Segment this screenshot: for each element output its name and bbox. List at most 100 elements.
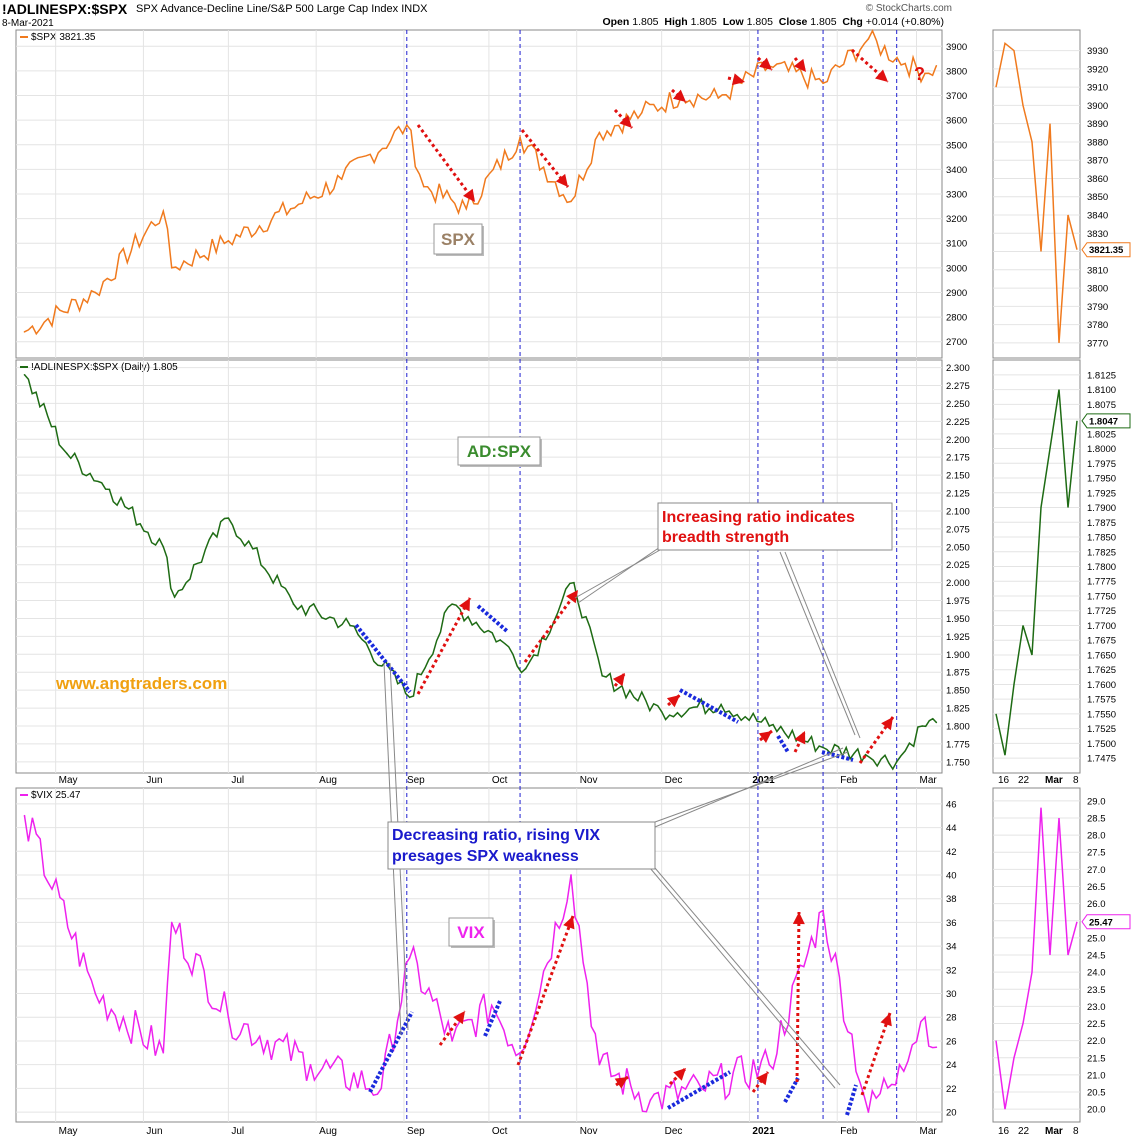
trend-arrow-head — [875, 69, 888, 82]
inset-y-tick-label: 23.0 — [1087, 1002, 1106, 1013]
inset-y-tick-label: 3850 — [1087, 192, 1108, 203]
data-point — [570, 200, 572, 203]
trend-arrow-head — [555, 173, 568, 187]
callout-leader — [574, 549, 661, 599]
x-tick-label: 2021 — [752, 775, 775, 786]
chart-header: !ADLINESPX:$SPX SPX Advance-Decline Line… — [0, 0, 1140, 30]
trend-arrow-head — [614, 1077, 628, 1089]
inset-y-tick-label: 1.7650 — [1087, 650, 1116, 661]
data-point — [519, 1052, 521, 1054]
inset-y-tick-label: 26.0 — [1087, 899, 1106, 910]
inset-y-tick-label: 1.8025 — [1087, 429, 1116, 440]
data-point — [895, 761, 898, 763]
trend-arrow-head — [566, 590, 578, 604]
inset-y-tick-label: 3880 — [1087, 137, 1108, 148]
x-tick-label: Dec — [665, 775, 683, 786]
y-tick-label: 2900 — [946, 288, 967, 299]
ad-label-box — [457, 436, 541, 466]
data-point — [380, 1087, 383, 1090]
y-tick-label: 30 — [946, 989, 957, 1000]
x-tick-label: Mar — [920, 775, 938, 786]
x-tick-label-bottom: Mar — [920, 1126, 938, 1137]
trend-arrow-head — [756, 1072, 768, 1086]
x-tick-label: Sep — [407, 775, 425, 786]
data-point — [573, 581, 575, 584]
data-point — [405, 124, 408, 126]
x-tick-label: Oct — [492, 775, 508, 786]
trend-arrow-head — [459, 598, 470, 612]
brand-watermark: © StockCharts.com — [865, 3, 952, 14]
inset-y-tick-label: 23.5 — [1087, 985, 1106, 996]
website-label: www.angtraders.com — [55, 674, 227, 693]
inset-y-tick-label: 3790 — [1087, 302, 1108, 313]
data-point — [490, 1004, 493, 1007]
data-point — [23, 814, 26, 817]
data-point — [499, 639, 502, 641]
inset-y-tick-label: 1.7525 — [1087, 724, 1116, 735]
vix-label-box-text: VIX — [457, 923, 485, 942]
inset-x-tick-label: 22 — [1018, 775, 1030, 786]
trend-arrow-shaft — [416, 124, 477, 203]
data-point — [408, 957, 411, 959]
inset-y-tick-label: 24.0 — [1087, 968, 1106, 979]
data-point — [768, 1063, 771, 1066]
y-tick-label: 1.900 — [946, 650, 970, 661]
blue-dotted-trend — [776, 734, 790, 754]
inset-y-tick-label: 28.5 — [1087, 813, 1106, 824]
y-tick-label: 2700 — [946, 337, 967, 348]
trend-arrow-head — [881, 717, 893, 731]
inset-y-tick-label: 1.7900 — [1087, 503, 1116, 514]
y-tick-label: 2.300 — [946, 363, 970, 374]
chart-date: 8-Mar-2021 — [2, 18, 54, 29]
y-tick-label: 3400 — [946, 165, 967, 176]
inset-y-tick-label: 1.8000 — [1087, 444, 1116, 455]
data-point — [162, 545, 165, 548]
inset-x-tick-label-bottom: 8 — [1073, 1126, 1079, 1137]
x-tick-label: Jul — [231, 775, 244, 786]
y-tick-label: 40 — [946, 870, 957, 881]
inset-x-tick-label-bottom: Mar — [1045, 1126, 1063, 1137]
y-tick-label: 42 — [946, 847, 957, 858]
trend-arrow-head — [793, 58, 806, 72]
inset-y-tick-label: 3890 — [1087, 119, 1108, 130]
y-tick-label: 3600 — [946, 116, 967, 127]
inset-y-tick-label: 3770 — [1087, 338, 1108, 349]
y-tick-label: 3100 — [946, 239, 967, 250]
x-tick-label-bottom: Jun — [146, 1126, 162, 1137]
y-tick-label: 2.250 — [946, 399, 970, 410]
inset-y-tick-label: 1.7500 — [1087, 739, 1116, 750]
legend-entry: !ADLINESPX:$SPX (Daily) 1.805 — [31, 362, 178, 373]
y-tick-label: 24 — [946, 1060, 957, 1071]
y-tick-label: 3700 — [946, 91, 967, 102]
x-tick-label-bottom: Feb — [840, 1126, 858, 1137]
callout-leader — [784, 551, 861, 739]
data-point — [570, 874, 572, 876]
callout-blue-box — [387, 821, 656, 870]
data-point — [289, 207, 292, 210]
x-tick-label-bottom: 2021 — [752, 1126, 775, 1137]
callout-blue-line2: presages SPX weakness — [392, 848, 579, 865]
trend-arrow-shaft — [520, 129, 570, 188]
data-point — [935, 64, 938, 67]
data-point — [23, 373, 26, 376]
y-tick-label: 2.025 — [946, 560, 970, 571]
data-point — [898, 1063, 901, 1066]
callout-red-line2: breadth strength — [662, 529, 789, 546]
y-tick-label: 20 — [946, 1108, 957, 1119]
data-point — [94, 291, 97, 294]
inset-line-inset-VIX — [995, 807, 1078, 1110]
callout-leader — [654, 867, 841, 1086]
inset-y-tick-label: 1.7825 — [1087, 547, 1116, 558]
data-point — [94, 992, 97, 995]
x-tick-label-bottom: Dec — [665, 1126, 683, 1137]
callout-red-line1: Increasing ratio indicates — [662, 509, 855, 526]
trend-arrow-head — [612, 673, 625, 687]
x-tick-label: Feb — [840, 775, 858, 786]
question-mark: ? — [914, 64, 925, 84]
data-point — [408, 696, 411, 699]
data-point — [641, 111, 643, 114]
y-tick-label: 32 — [946, 965, 957, 976]
inset-y-tick-label: 21.5 — [1087, 1053, 1106, 1064]
data-point — [935, 721, 938, 724]
trend-arrow-shaft — [516, 915, 575, 1066]
